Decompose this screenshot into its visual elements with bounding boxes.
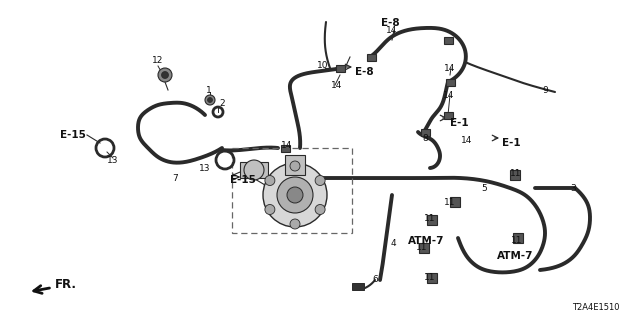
Text: 2: 2 xyxy=(219,99,225,108)
Bar xyxy=(446,79,455,86)
Bar xyxy=(427,215,437,225)
Text: 4: 4 xyxy=(390,238,396,247)
Text: E-1: E-1 xyxy=(502,138,520,148)
Bar xyxy=(427,273,437,283)
Bar xyxy=(450,197,460,207)
Text: 14: 14 xyxy=(332,81,342,90)
Bar xyxy=(419,243,429,253)
Text: 1: 1 xyxy=(206,85,212,94)
Circle shape xyxy=(277,177,313,213)
Text: 11: 11 xyxy=(416,243,428,252)
Bar xyxy=(444,37,453,44)
Text: 9: 9 xyxy=(542,85,548,94)
Text: 7: 7 xyxy=(172,173,178,182)
Text: 13: 13 xyxy=(108,156,119,164)
Circle shape xyxy=(290,219,300,229)
Circle shape xyxy=(158,68,172,82)
Text: ATM-7: ATM-7 xyxy=(497,251,534,261)
Text: 5: 5 xyxy=(481,183,487,193)
Bar xyxy=(421,129,430,136)
Bar xyxy=(352,283,364,290)
Text: E-1: E-1 xyxy=(450,118,468,128)
Text: 12: 12 xyxy=(152,55,164,65)
Text: 3: 3 xyxy=(570,183,576,193)
Circle shape xyxy=(207,98,212,102)
Bar xyxy=(513,233,523,243)
Text: E-15: E-15 xyxy=(230,175,256,185)
Text: 14: 14 xyxy=(444,63,456,73)
Text: 11: 11 xyxy=(511,236,523,244)
Text: 13: 13 xyxy=(199,164,211,172)
Bar xyxy=(232,148,352,233)
Text: 14: 14 xyxy=(461,135,473,145)
Text: 6: 6 xyxy=(372,275,378,284)
Text: FR.: FR. xyxy=(34,278,77,293)
Circle shape xyxy=(290,161,300,171)
Text: 10: 10 xyxy=(317,60,329,69)
Bar xyxy=(336,65,345,72)
Bar xyxy=(367,54,376,61)
Circle shape xyxy=(265,175,275,186)
Text: T2A4E1510: T2A4E1510 xyxy=(572,303,620,313)
Text: 14: 14 xyxy=(444,91,454,100)
Bar xyxy=(285,155,305,175)
Text: 14: 14 xyxy=(387,26,397,35)
Text: ATM-7: ATM-7 xyxy=(408,236,445,246)
Text: E-15: E-15 xyxy=(60,130,86,140)
Text: 11: 11 xyxy=(444,197,456,206)
Circle shape xyxy=(265,204,275,214)
Circle shape xyxy=(315,175,325,186)
Text: 11: 11 xyxy=(510,169,522,178)
Bar xyxy=(281,145,290,152)
Circle shape xyxy=(244,160,264,180)
Circle shape xyxy=(263,163,327,227)
Text: 8: 8 xyxy=(422,133,428,142)
Bar xyxy=(510,170,520,180)
Circle shape xyxy=(287,187,303,203)
Text: 11: 11 xyxy=(424,274,436,283)
Circle shape xyxy=(205,95,215,105)
Text: E-8: E-8 xyxy=(381,18,399,28)
Bar xyxy=(444,112,453,119)
Circle shape xyxy=(315,204,325,214)
Text: 14: 14 xyxy=(282,140,292,149)
Text: E-8: E-8 xyxy=(355,67,374,77)
Circle shape xyxy=(161,71,168,78)
Text: 11: 11 xyxy=(424,213,436,222)
Bar xyxy=(240,162,268,178)
